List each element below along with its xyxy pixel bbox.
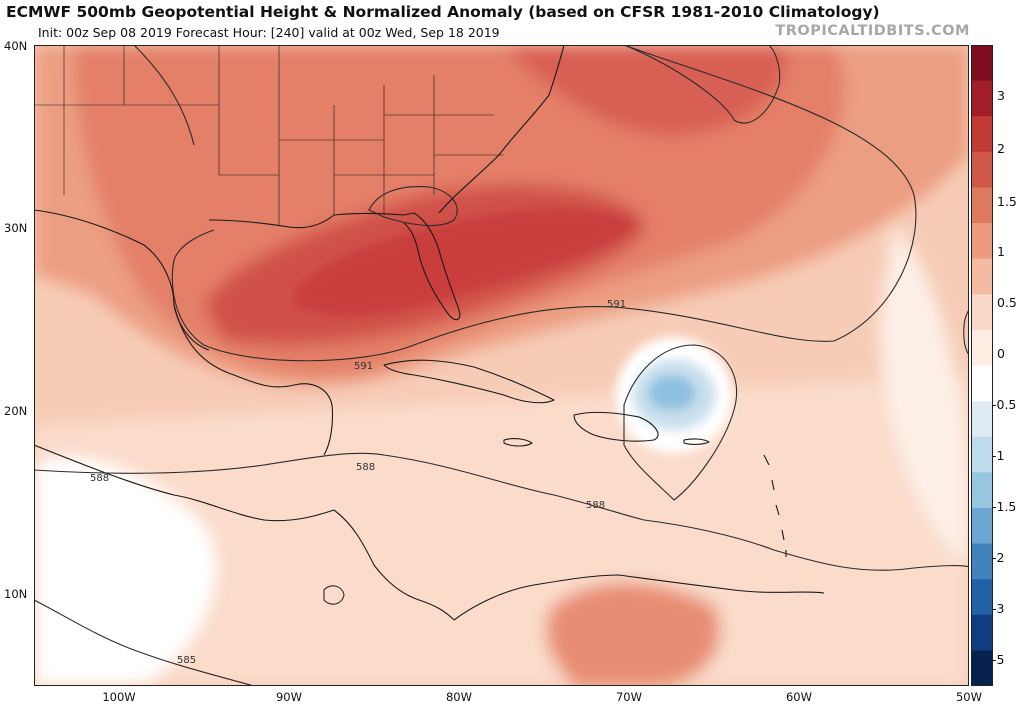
contour-585 (34, 599, 255, 686)
colorbar-swatch (971, 650, 993, 686)
colorbar-swatch (971, 614, 993, 651)
contour-label-591-gulf: 591 (354, 361, 373, 372)
colorbar-label-neg-1: -1 (992, 448, 1005, 463)
colorbar-label-1: 1 (997, 244, 1005, 259)
colorbar-swatch (971, 151, 993, 188)
south-america (453, 574, 825, 621)
colorbar-swatch (971, 187, 993, 224)
colorbar-label-0-5: 0.5 (997, 295, 1017, 310)
forecast-info: Init: 00z Sep 08 2019 Forecast Hour: [24… (38, 25, 500, 40)
colorbar-swatch (971, 436, 993, 473)
us-state-lines (34, 45, 504, 225)
colorbar-swatch (971, 365, 993, 402)
height-contours (34, 45, 969, 686)
central-america (34, 444, 455, 621)
lat-label-30n: 30N (4, 221, 28, 235)
colorbar-swatch (971, 258, 993, 295)
colorbar-label-neg-1-5: -1.5 (992, 499, 1017, 514)
contour-label-585: 585 (177, 655, 196, 666)
anomaly-strong-north (504, 45, 786, 136)
coastlines (34, 45, 825, 621)
yucatan (173, 304, 334, 456)
contour-closed-low (323, 585, 345, 605)
colorbar-swatch (971, 80, 993, 117)
colorbar-swatch (971, 579, 993, 616)
lon-label-90w: 90W (275, 690, 302, 704)
colorbar-swatch (971, 294, 993, 331)
colorbar-swatch (971, 329, 993, 366)
colorbar-label-3: 3 (997, 88, 1005, 103)
contour-east-edge (963, 309, 969, 356)
colorbar-swatch (971, 116, 993, 153)
contour-label-588-west: 588 (90, 473, 109, 484)
us-east-coast (438, 45, 565, 214)
colorbar-label-neg-0-5: -0.5 (992, 397, 1017, 412)
contour-588 (34, 452, 969, 571)
anomaly-white-east (879, 225, 969, 565)
site-watermark: TROPICALTIDBITS.COM (775, 23, 970, 39)
lon-label-50w: 50W (955, 690, 982, 704)
jamaica (503, 438, 533, 447)
contour-594-north (623, 45, 781, 124)
florida (403, 212, 461, 321)
colorbar-label-neg-3: -3 (992, 601, 1005, 616)
anomaly-map: 591 591 588 588 588 585 (34, 45, 969, 686)
lon-label-70w: 70W (615, 690, 642, 704)
colorbar-swatch (971, 45, 993, 82)
colorbar-label-1-5: 1.5 (997, 194, 1017, 209)
hispaniola (573, 411, 659, 442)
colorbar-label-2: 2 (997, 141, 1005, 156)
puerto-rico (683, 438, 710, 445)
contour-label-588-east: 588 (586, 500, 605, 511)
lon-label-60w: 60W (785, 690, 812, 704)
colorbar-swatch (971, 472, 993, 509)
colorbar-label-0: 0 (997, 346, 1005, 361)
anomaly-core (294, 209, 634, 316)
colorbar-label-neg-2: -2 (992, 550, 1005, 565)
colorbar-swatch (971, 401, 993, 438)
lat-label-40n: 40N (4, 39, 28, 53)
contour-label-588-mid: 588 (356, 462, 375, 473)
chart-title: ECMWF 500mb Geopotential Height & Normal… (6, 3, 880, 21)
contour-588-low (623, 344, 738, 501)
lat-label-10n: 10N (4, 587, 28, 601)
anomaly-venezuela (545, 582, 721, 686)
lon-label-80w: 80W (445, 690, 472, 704)
anomaly-white-pacific (34, 457, 216, 686)
us-gulf-coast (34, 209, 415, 351)
colorbar-swatch (971, 543, 993, 580)
contour-label-591-east: 591 (607, 299, 626, 310)
anomaly-weak-south (34, 375, 969, 686)
colorbar (971, 45, 993, 686)
contour-591-inner-fl (368, 186, 458, 227)
colorbar-label-neg-5: -5 (992, 652, 1005, 667)
anomaly-negative-core (648, 375, 696, 411)
contour-591-main (133, 45, 917, 362)
lon-label-100w: 100W (102, 690, 136, 704)
colorbar-swatch (971, 507, 993, 545)
colorbar-swatch (971, 223, 993, 260)
lesser-antilles (763, 454, 787, 557)
cuba (383, 359, 555, 404)
lat-label-20n: 20N (4, 404, 28, 418)
